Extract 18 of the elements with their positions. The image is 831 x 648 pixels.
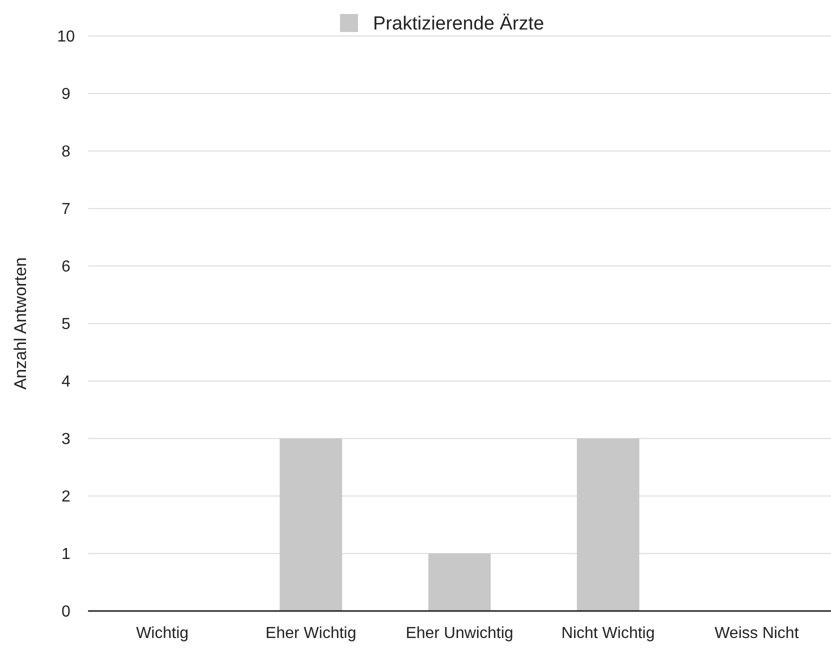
x-tick-label: Eher Unwichtig bbox=[406, 625, 514, 642]
y-tick-label: 6 bbox=[62, 258, 71, 276]
legend-label: Praktizierende Ärzte bbox=[373, 14, 544, 35]
y-tick-label: 3 bbox=[62, 431, 71, 448]
x-tick-label: Eher Wichtig bbox=[266, 625, 356, 642]
x-tick-label: Wichtig bbox=[136, 625, 189, 642]
y-tick-label: 0 bbox=[62, 604, 71, 621]
y-tick-label: 9 bbox=[62, 86, 71, 104]
y-tick-label: 7 bbox=[62, 201, 71, 218]
x-tick-label: Nicht Wichtig bbox=[561, 625, 655, 642]
y-tick-label: 4 bbox=[62, 374, 71, 391]
y-tick-label: 5 bbox=[62, 316, 71, 334]
y-axis-title: Anzahl Antworten bbox=[11, 257, 30, 390]
y-tick-label: 2 bbox=[62, 488, 71, 506]
y-tick-label: 10 bbox=[57, 28, 75, 46]
y-tick-label: 1 bbox=[62, 546, 71, 564]
x-tick-label: Weiss Nicht bbox=[714, 625, 800, 642]
y-tick-label: 8 bbox=[62, 144, 71, 161]
